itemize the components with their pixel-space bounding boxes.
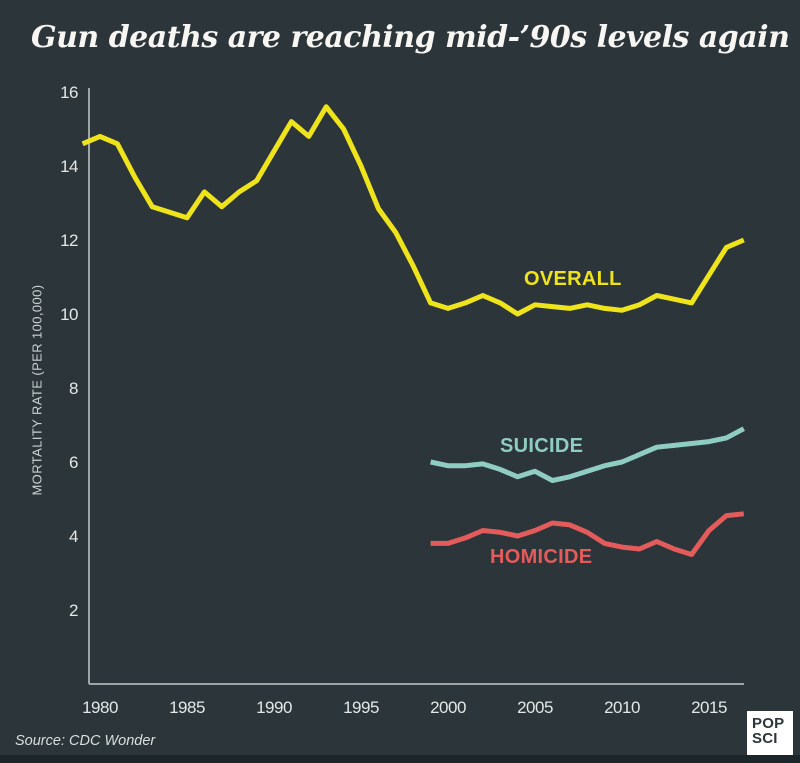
homicide-line xyxy=(430,511,745,557)
popsci-logo-line1: POP xyxy=(752,715,785,732)
bottom-strip xyxy=(0,755,800,763)
suicide-label: SUICIDE xyxy=(500,435,584,457)
y-tick-label: 8 xyxy=(69,379,78,398)
x-tick-label: 2005 xyxy=(517,698,553,717)
overall-line xyxy=(81,104,745,317)
popsci-logo-line2: SCI xyxy=(752,730,778,747)
overall-label: OVERALL xyxy=(524,268,622,290)
popsci-logo: POP SCI xyxy=(747,711,793,756)
x-tick-label: 2010 xyxy=(604,698,640,717)
y-tick-label: 16 xyxy=(60,83,78,102)
y-tick-label: 12 xyxy=(60,231,78,250)
x-tick-label: 2000 xyxy=(430,698,466,717)
suicide-line xyxy=(430,426,745,483)
y-axis-title: MORTALITY RATE (PER 100,000) xyxy=(29,284,45,496)
source-note: Source: CDC Wonder xyxy=(15,733,156,749)
y-tick-label: 10 xyxy=(60,305,78,324)
y-tick-label: 4 xyxy=(69,527,78,546)
x-tick-label: 2015 xyxy=(691,698,727,717)
x-tick-label: 1990 xyxy=(256,698,292,717)
y-tick-labels: 16 14 12 10 8 6 4 2 xyxy=(60,83,78,620)
x-tick-label: 1980 xyxy=(82,698,118,717)
homicide-label: HOMICIDE xyxy=(490,546,593,568)
x-tick-label: 1985 xyxy=(169,698,205,717)
y-tick-label: 6 xyxy=(69,453,78,472)
x-tick-label: 1995 xyxy=(343,698,379,717)
y-tick-label: 14 xyxy=(60,157,78,176)
x-tick-labels: 1980 1985 1990 1995 2000 2005 2010 2015 xyxy=(82,698,727,717)
page-title: Gun deaths are reaching mid-’90s levels … xyxy=(31,20,790,55)
y-tick-label: 2 xyxy=(69,601,78,620)
